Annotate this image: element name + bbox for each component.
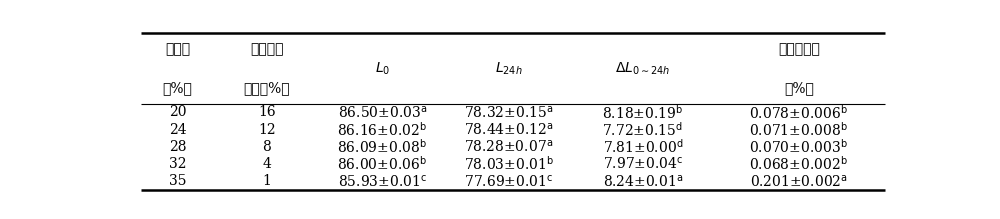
Text: 35: 35 [169,174,186,188]
Text: 24: 24 [169,123,187,137]
Text: 86.16±0.02$^{\mathrm{b}}$: 86.16±0.02$^{\mathrm{b}}$ [337,121,427,139]
Text: 86.50±0.03$^{\mathrm{a}}$: 86.50±0.03$^{\mathrm{a}}$ [338,104,427,120]
Text: 8.24±0.01$^{\mathrm{a}}$: 8.24±0.01$^{\mathrm{a}}$ [603,173,683,189]
Text: 77.69±0.01$^{\mathrm{c}}$: 77.69±0.01$^{\mathrm{c}}$ [464,173,553,189]
Text: 臭氧水: 臭氧水 [165,42,190,56]
Text: $L_0$: $L_0$ [375,60,390,77]
Text: 0.201±0.002$^{\mathrm{a}}$: 0.201±0.002$^{\mathrm{a}}$ [750,173,848,189]
Text: 78.28±0.07$^{\mathrm{a}}$: 78.28±0.07$^{\mathrm{a}}$ [464,139,553,155]
Text: 己糖氧化: 己糖氧化 [250,42,284,56]
Text: 12: 12 [258,123,276,137]
Text: 85.93±0.01$^{\mathrm{c}}$: 85.93±0.01$^{\mathrm{c}}$ [338,173,427,189]
Text: 86.09±0.08$^{\mathrm{b}}$: 86.09±0.08$^{\mathrm{b}}$ [337,138,427,156]
Text: 0.070±0.003$^{\mathrm{b}}$: 0.070±0.003$^{\mathrm{b}}$ [749,138,848,156]
Text: 黑点总面积: 黑点总面积 [778,42,820,56]
Text: 8: 8 [263,140,271,154]
Text: 4: 4 [263,157,271,171]
Text: 0.071±0.008$^{\mathrm{b}}$: 0.071±0.008$^{\mathrm{b}}$ [749,121,848,139]
Text: 78.32±0.15$^{\mathrm{a}}$: 78.32±0.15$^{\mathrm{a}}$ [464,104,554,120]
Text: $\Delta L_{0\sim 24h}$: $\Delta L_{0\sim 24h}$ [615,60,670,77]
Text: 1: 1 [263,174,271,188]
Text: 32: 32 [169,157,186,171]
Text: （%）: （%） [784,81,814,95]
Text: （%）: （%） [163,81,193,95]
Text: 7.97±0.04$^{\mathrm{c}}$: 7.97±0.04$^{\mathrm{c}}$ [603,156,683,172]
Text: 0.078±0.006$^{\mathrm{b}}$: 0.078±0.006$^{\mathrm{b}}$ [749,104,848,121]
Text: $L_{24h}$: $L_{24h}$ [495,60,523,77]
Text: 78.44±0.12$^{\mathrm{a}}$: 78.44±0.12$^{\mathrm{a}}$ [464,122,554,138]
Text: 78.03±0.01$^{\mathrm{b}}$: 78.03±0.01$^{\mathrm{b}}$ [464,155,554,173]
Text: 20: 20 [169,106,186,119]
Text: 8.18±0.19$^{\mathrm{b}}$: 8.18±0.19$^{\mathrm{b}}$ [602,104,683,121]
Text: 7.72±0.15$^{\mathrm{d}}$: 7.72±0.15$^{\mathrm{d}}$ [602,121,683,139]
Text: 7.81±0.00$^{\mathrm{d}}$: 7.81±0.00$^{\mathrm{d}}$ [603,138,683,156]
Text: 86.00±0.06$^{\mathrm{b}}$: 86.00±0.06$^{\mathrm{b}}$ [337,155,427,173]
Text: 酶液（%）: 酶液（%） [244,81,290,95]
Text: 0.068±0.002$^{\mathrm{b}}$: 0.068±0.002$^{\mathrm{b}}$ [749,155,848,173]
Text: 28: 28 [169,140,186,154]
Text: 16: 16 [258,106,276,119]
